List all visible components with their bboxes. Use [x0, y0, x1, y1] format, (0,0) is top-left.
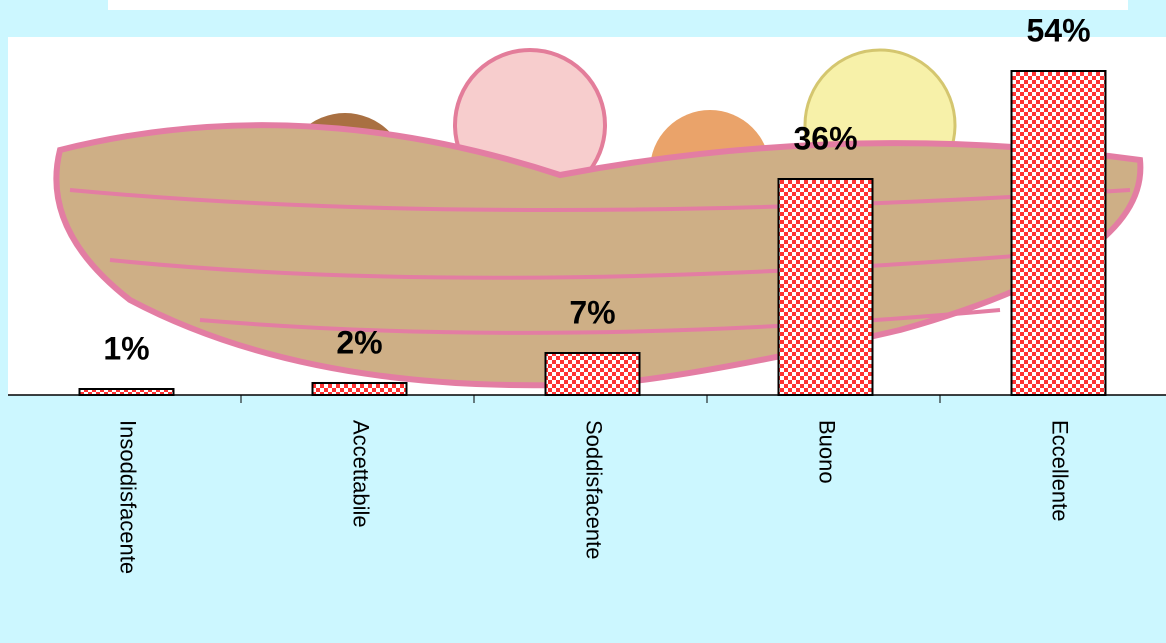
bar	[1010, 70, 1107, 396]
x-tick-label: Insoddisfacente	[116, 420, 141, 574]
x-tick-label: Soddisfacente	[582, 420, 607, 559]
bar	[311, 382, 408, 396]
x-tick-label: Eccellente	[1048, 420, 1073, 522]
value-label: 2%	[336, 324, 382, 360]
bar	[78, 388, 175, 396]
value-label: 7%	[569, 294, 615, 330]
x-tick-label: Accettabile	[349, 420, 374, 528]
value-label: 36%	[793, 120, 857, 156]
bar	[777, 178, 874, 396]
value-label: 1%	[103, 330, 149, 366]
value-label: 54%	[1026, 12, 1090, 48]
title-box	[108, 0, 1128, 10]
x-tick-label: Buono	[815, 420, 840, 484]
bar	[544, 352, 641, 396]
